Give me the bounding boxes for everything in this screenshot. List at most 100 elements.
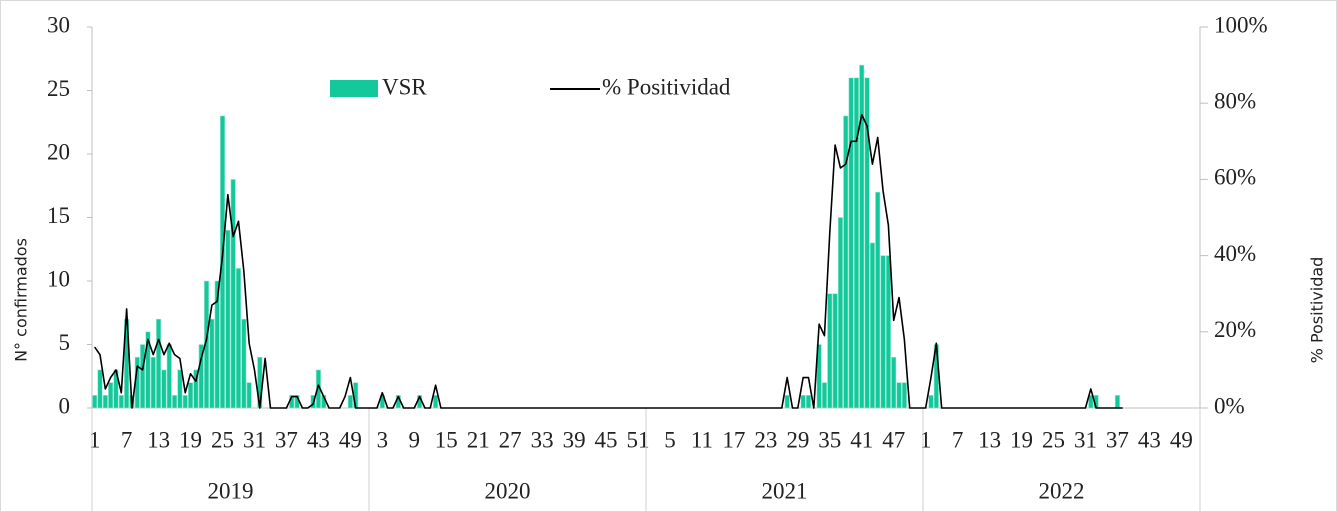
bar — [891, 356, 897, 409]
x-tick-label: 23 — [754, 427, 777, 452]
y-tick-label: 0 — [59, 393, 71, 418]
bar — [102, 394, 108, 409]
y2-tick-label: 40% — [1214, 241, 1256, 266]
group-label: 2020 — [485, 478, 531, 503]
y2-axis-title: % Positividad — [1308, 257, 1327, 364]
x-tick-label: 19 — [179, 427, 202, 452]
y2-tick-label: 80% — [1214, 88, 1256, 113]
bar — [156, 318, 162, 409]
bar — [800, 394, 806, 409]
bar — [145, 331, 151, 409]
y-tick-label: 15 — [47, 203, 70, 228]
bar — [433, 394, 439, 409]
group-label: 2021 — [762, 478, 808, 503]
x-tick-label: 19 — [1010, 427, 1033, 452]
bar — [172, 394, 178, 409]
bar — [1088, 394, 1094, 409]
x-tick-label: 29 — [786, 427, 809, 452]
bar — [118, 394, 124, 409]
bar — [832, 293, 838, 409]
bar — [97, 369, 103, 409]
bar — [182, 394, 188, 409]
x-tick-label: 3 — [377, 427, 389, 452]
y-axis-title: N° confirmados — [12, 238, 31, 362]
group-label: 2019 — [208, 478, 254, 503]
bar — [203, 280, 210, 409]
x-tick-label: 9 — [409, 427, 421, 452]
y-tick-label: 20 — [47, 139, 70, 164]
bar — [901, 382, 907, 409]
bar — [161, 369, 167, 409]
x-tick-label: 43 — [307, 427, 330, 452]
x-tick-label: 1 — [920, 427, 932, 452]
bar — [827, 293, 833, 409]
x-tick-label: 7 — [952, 427, 964, 452]
y-tick-label: 25 — [47, 76, 70, 101]
bar — [853, 77, 859, 409]
group-label: 2022 — [1039, 478, 1085, 503]
bar — [347, 394, 353, 409]
y2-tick-label: 60% — [1214, 165, 1256, 190]
bar — [187, 382, 194, 409]
x-tick-label: 5 — [664, 427, 676, 452]
x-tick-label: 39 — [563, 427, 586, 452]
bar — [230, 179, 236, 409]
bar — [875, 191, 881, 409]
x-tick-label: 7 — [121, 427, 133, 452]
bar — [1114, 394, 1120, 409]
bar — [108, 382, 114, 409]
x-tick-label: 27 — [499, 427, 522, 452]
x-tick-label: 49 — [1170, 427, 1193, 452]
bar — [821, 382, 828, 409]
bar — [150, 356, 156, 409]
x-tick-label: 51 — [627, 427, 650, 452]
x-tick-label: 37 — [1106, 427, 1129, 452]
x-tick-label: 25 — [211, 427, 234, 452]
x-tick-label: 49 — [339, 427, 362, 452]
x-tick-label: 11 — [691, 427, 713, 452]
bar — [928, 394, 934, 409]
bar — [843, 115, 849, 409]
bar — [859, 64, 865, 409]
bar — [246, 382, 252, 409]
bar — [214, 280, 220, 409]
bar — [241, 318, 247, 409]
legend-swatch — [330, 80, 378, 97]
bar — [166, 344, 172, 409]
y-tick-label: 10 — [47, 266, 70, 291]
x-tick-label: 43 — [1138, 427, 1161, 452]
bar — [177, 369, 183, 409]
line — [94, 113, 1123, 409]
x-tick-label: 15 — [435, 427, 458, 452]
bar — [885, 255, 891, 409]
x-tick-label: 37 — [275, 427, 298, 452]
bar — [140, 344, 146, 409]
x-tick-label: 33 — [531, 427, 554, 452]
bar — [193, 369, 199, 409]
y-tick-label: 5 — [59, 330, 71, 355]
y2-tick-label: 20% — [1214, 317, 1256, 342]
x-tick-label: 25 — [1042, 427, 1065, 452]
x-tick-label: 45 — [595, 427, 618, 452]
x-tick-label: 35 — [818, 427, 841, 452]
y2-tick-label: 100% — [1214, 12, 1268, 37]
bar — [848, 77, 854, 409]
x-tick-label: 41 — [850, 427, 873, 452]
bar — [864, 77, 870, 409]
bar — [880, 255, 886, 409]
x-tick-label: 31 — [243, 427, 266, 452]
bar — [816, 344, 822, 409]
legend-label: % Positividad — [602, 74, 731, 99]
bar — [235, 267, 242, 409]
bar — [805, 394, 812, 409]
x-tick-label: 17 — [722, 427, 745, 452]
bar — [869, 242, 875, 409]
bar — [92, 394, 98, 409]
bar — [209, 318, 215, 409]
bar — [225, 229, 231, 409]
y-tick-label: 30 — [47, 12, 70, 37]
x-tick-label: 31 — [1074, 427, 1097, 452]
x-tick-label: 13 — [978, 427, 1001, 452]
bar — [198, 344, 204, 409]
